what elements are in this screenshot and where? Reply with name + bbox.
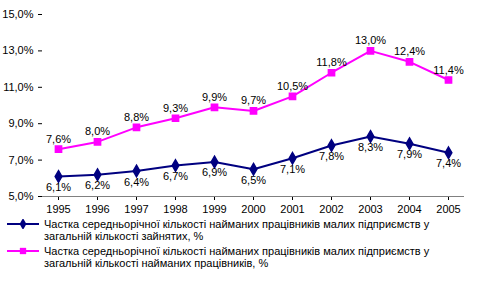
html-text:Частка середньорічної кількост: Частка середньорічної кількості найманих… <box>44 218 430 242</box>
svg-text:9,0%: 9,0% <box>8 117 33 129</box>
svg-text:5,0%: 5,0% <box>8 190 33 202</box>
svg-text:2000: 2000 <box>241 203 265 215</box>
svg-text:7,6%: 7,6% <box>46 133 71 145</box>
svg-text:13,0%: 13,0% <box>2 44 33 56</box>
svg-text:8,8%: 8,8% <box>124 111 149 123</box>
svg-text:1996: 1996 <box>85 203 109 215</box>
svg-text:11,4%: 11,4% <box>433 64 464 76</box>
svg-text:8,3%: 8,3% <box>358 141 383 153</box>
svg-text:1998: 1998 <box>163 203 187 215</box>
svg-text:7,4%: 7,4% <box>436 157 461 169</box>
svg-text:15,0%: 15,0% <box>2 8 33 20</box>
svg-text:9,9%: 9,9% <box>202 91 227 103</box>
svg-text:7,9%: 7,9% <box>397 148 422 160</box>
svg-text:9,3%: 9,3% <box>163 102 188 114</box>
svg-text:8,0%: 8,0% <box>85 125 110 137</box>
svg-text:6,9%: 6,9% <box>202 166 227 178</box>
svg-text:2004: 2004 <box>397 203 421 215</box>
svg-text:1999: 1999 <box>202 203 226 215</box>
svg-text:1997: 1997 <box>124 203 148 215</box>
svg-text:6,4%: 6,4% <box>124 176 149 188</box>
svg-text:12,4%: 12,4% <box>394 45 425 57</box>
svg-text:10,5%: 10,5% <box>277 80 308 92</box>
svg-text:9,7%: 9,7% <box>241 94 266 106</box>
svg-text:6,7%: 6,7% <box>163 170 188 182</box>
svg-text:7,8%: 7,8% <box>319 150 344 162</box>
svg-text:1995: 1995 <box>46 203 70 215</box>
html-text:Частка середньорічної кількост: Частка середньорічної кількості найманих… <box>44 245 430 269</box>
svg-text:11,0%: 11,0% <box>3 81 34 93</box>
svg-text:7,1%: 7,1% <box>280 163 305 175</box>
svg-text:2005: 2005 <box>436 203 460 215</box>
svg-text:6,2%: 6,2% <box>85 179 110 191</box>
svg-text:11,8%: 11,8% <box>316 56 347 68</box>
svg-text:2001: 2001 <box>280 203 304 215</box>
svg-text:2003: 2003 <box>358 203 382 215</box>
svg-text:6,1%: 6,1% <box>46 181 71 193</box>
svg-text:7,0%: 7,0% <box>8 154 33 166</box>
svg-text:6,5%: 6,5% <box>241 174 266 186</box>
svg-text:2002: 2002 <box>319 203 343 215</box>
svg-text:13,0%: 13,0% <box>355 34 386 46</box>
